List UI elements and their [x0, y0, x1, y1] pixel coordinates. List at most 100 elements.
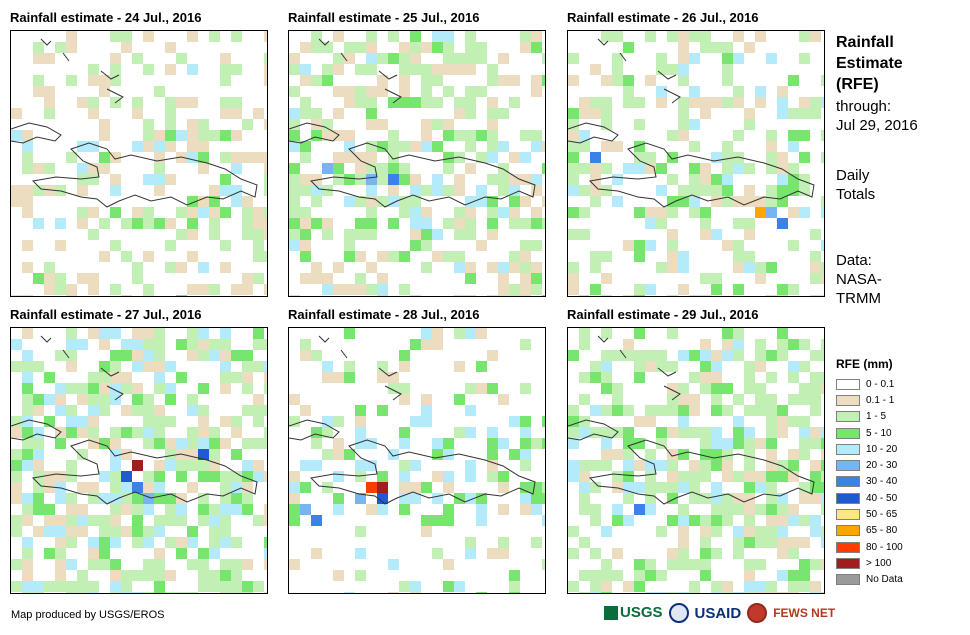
rainfall-cell: [355, 548, 366, 559]
rainfall-cell: [253, 328, 264, 339]
rainfall-cell: [733, 438, 744, 449]
rainfall-cell: [143, 482, 154, 493]
rainfall-cell: [443, 31, 454, 42]
rainfall-cell: [132, 273, 143, 284]
rainfall-cell: [66, 350, 77, 361]
rainfall-cell: [231, 64, 242, 75]
rainfall-cell: [788, 361, 799, 372]
rainfall-cell: [487, 196, 498, 207]
rainfall-cell: [678, 350, 689, 361]
rainfall-cell: [399, 53, 410, 64]
rainfall-cell: [231, 416, 242, 427]
rainfall-cell: [766, 262, 777, 273]
rainfall-cell: [311, 460, 322, 471]
panel-title-25jul: Rainfall estimate - 25 Jul., 2016: [288, 10, 480, 25]
rainfall-cell: [601, 592, 612, 593]
rainfall-cell: [311, 174, 322, 185]
rainfall-cell: [432, 64, 443, 75]
rainfall-cell: [311, 42, 322, 53]
rainfall-cell: [366, 438, 377, 449]
rainfall-cell: [465, 218, 476, 229]
rainfall-cell: [700, 218, 711, 229]
rainfall-cell: [11, 416, 22, 427]
rainfall-cell: [678, 394, 689, 405]
rainfall-cell: [590, 570, 601, 581]
rainfall-cell: [333, 372, 344, 383]
rainfall-cell: [264, 31, 267, 42]
rainfall-cell: [253, 394, 264, 405]
rainfall-cell: [531, 482, 542, 493]
rainfall-cell: [487, 295, 498, 296]
rainfall-cell: [311, 438, 322, 449]
rainfall-cell: [744, 438, 755, 449]
rainfall-cell: [465, 86, 476, 97]
rainfall-cell: [242, 273, 253, 284]
rainfall-cell: [421, 339, 432, 350]
rainfall-cell: [66, 559, 77, 570]
rainfall-cell: [509, 174, 520, 185]
rainfall-cell: [220, 559, 231, 570]
rainfall-cell: [755, 559, 766, 570]
rainfall-cell: [689, 163, 700, 174]
rainfall-cell: [110, 581, 121, 592]
rainfall-cell: [110, 570, 121, 581]
rainfall-cell: [733, 537, 744, 548]
rainfall-cell: [77, 515, 88, 526]
credit-text: Map produced by USGS/EROS: [11, 609, 165, 621]
rainfall-cell: [667, 251, 678, 262]
rainfall-cell: [55, 394, 66, 405]
rainfall-cell: [656, 185, 667, 196]
rainfall-cell: [465, 295, 476, 296]
rainfall-cell: [623, 493, 634, 504]
rainfall-cell: [421, 218, 432, 229]
rainfall-cell: [264, 218, 267, 229]
rainfall-cell: [443, 251, 454, 262]
rainfall-cell: [143, 559, 154, 570]
rainfall-cell: [623, 339, 634, 350]
rainfall-cell: [667, 207, 678, 218]
rainfall-cell: [465, 196, 476, 207]
rainfall-cell: [744, 526, 755, 537]
rainfall-cell: [99, 218, 110, 229]
rainfall-cell: [821, 482, 824, 493]
rainfall-cell: [579, 295, 590, 296]
rainfall-cell: [542, 559, 545, 570]
legend-swatch: [836, 394, 860, 406]
rainfall-cell: [711, 42, 722, 53]
legend-label: 65 - 80: [866, 525, 898, 537]
rainfall-cell: [399, 493, 410, 504]
rainfall-cell: [465, 141, 476, 152]
rainfall-cell: [121, 427, 132, 438]
rainfall-cell: [421, 229, 432, 240]
rainfall-cell: [55, 570, 66, 581]
rainfall-cell: [110, 31, 121, 42]
rainfall-cell: [601, 273, 612, 284]
rainfall-cell: [198, 383, 209, 394]
rainfall-cell: [11, 130, 22, 141]
rainfall-cell: [667, 328, 678, 339]
rainfall-cell: [300, 460, 311, 471]
legend-item: 30 - 40: [836, 474, 903, 490]
legend-label: 1 - 5: [866, 411, 887, 423]
rainfall-cell: [33, 581, 44, 592]
rainfall-cell: [143, 328, 154, 339]
rainfall-cell: [689, 97, 700, 108]
rainfall-cell: [66, 339, 77, 350]
rainfall-cell: [33, 86, 44, 97]
rainfall-cell: [198, 559, 209, 570]
rainfall-cell: [187, 405, 198, 416]
rainfall-cell: [22, 405, 33, 416]
rainfall-cell: [220, 526, 231, 537]
rainfall-cell: [722, 460, 733, 471]
rainfall-cell: [264, 515, 267, 526]
rainfall-cell: [667, 493, 678, 504]
rainfall-cell: [154, 141, 165, 152]
rainfall-cell: [143, 339, 154, 350]
rainfall-cell: [165, 361, 176, 372]
rainfall-cell: [612, 53, 623, 64]
rainfall-cell: [311, 218, 322, 229]
rainfall-cell: [55, 559, 66, 570]
rainfall-cell: [264, 119, 267, 130]
rainfall-cell: [110, 471, 121, 482]
rainfall-cell: [733, 86, 744, 97]
